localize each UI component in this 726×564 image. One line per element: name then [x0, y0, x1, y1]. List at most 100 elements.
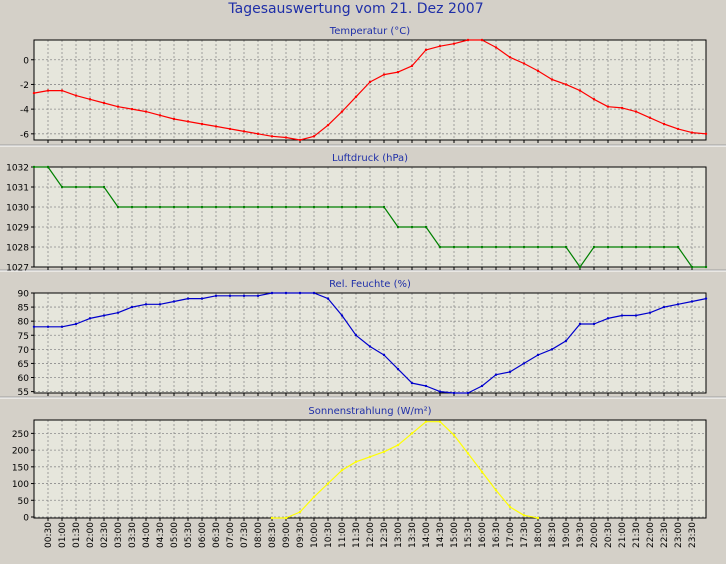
- data-point: [438, 390, 442, 393]
- data-point: [424, 420, 428, 423]
- data-point: [144, 205, 148, 209]
- x-tick-label: 10:00: [310, 522, 320, 548]
- x-tick-label: 03:00: [114, 522, 124, 548]
- data-point: [228, 127, 232, 131]
- x-tick-label: 17:30: [520, 522, 530, 548]
- x-tick-label: 13:00: [394, 522, 404, 548]
- data-point: [102, 314, 106, 317]
- data-point: [452, 245, 456, 249]
- data-point: [172, 117, 176, 121]
- data-point: [354, 460, 358, 464]
- data-point: [396, 443, 400, 447]
- data-point: [340, 205, 344, 209]
- x-tick-label: 13:30: [408, 522, 418, 548]
- data-point: [634, 245, 638, 249]
- data-point: [494, 46, 498, 49]
- x-tick-label: 18:30: [548, 522, 558, 548]
- data-point: [452, 433, 456, 437]
- y-tick-label: 0: [23, 56, 29, 66]
- data-point: [564, 83, 568, 86]
- x-tick-label: 02:00: [86, 522, 96, 548]
- data-point: [368, 80, 372, 84]
- data-point: [480, 38, 484, 42]
- data-point: [130, 107, 134, 111]
- x-tick-label: 20:00: [590, 522, 600, 548]
- data-point: [522, 514, 526, 517]
- panel-title: Temperatur (°C): [329, 26, 410, 37]
- data-point: [326, 123, 330, 127]
- data-point: [424, 225, 428, 229]
- data-point: [410, 432, 414, 435]
- data-point: [326, 205, 330, 209]
- data-point: [508, 245, 512, 249]
- x-tick-label: 07:00: [226, 522, 236, 548]
- x-tick-label: 09:30: [296, 522, 306, 548]
- x-tick-label: 04:30: [156, 522, 166, 548]
- data-point: [368, 455, 372, 458]
- panel-title: Rel. Feuchte (%): [329, 279, 411, 290]
- data-point: [312, 135, 316, 138]
- data-point: [438, 245, 442, 249]
- x-tick-label: 14:00: [422, 522, 432, 548]
- x-tick-label: 21:30: [632, 522, 642, 548]
- y-tick-label: 75: [18, 332, 29, 342]
- data-point: [214, 125, 218, 128]
- data-point: [200, 297, 204, 300]
- data-point: [494, 245, 498, 249]
- data-point: [620, 314, 624, 317]
- data-point: [368, 205, 372, 209]
- data-point: [200, 122, 204, 126]
- x-tick-label: 01:30: [72, 522, 82, 548]
- y-tick-label: 55: [18, 388, 29, 398]
- data-point: [704, 297, 708, 300]
- panel-title: Sonnenstrahlung (W/m²): [308, 406, 431, 417]
- y-tick-label: 100: [12, 480, 29, 490]
- data-point: [466, 452, 470, 455]
- data-point: [60, 89, 64, 92]
- data-point: [354, 334, 358, 337]
- data-point: [564, 339, 568, 343]
- x-tick-label: 21:00: [618, 522, 628, 548]
- data-point: [704, 265, 708, 269]
- data-point: [368, 345, 372, 348]
- x-tick-label: 11:00: [338, 522, 348, 548]
- data-point: [382, 205, 386, 209]
- x-tick-label: 01:00: [58, 522, 68, 548]
- data-point: [522, 245, 526, 249]
- y-tick-label: 200: [12, 447, 29, 457]
- data-point: [466, 38, 470, 42]
- data-point: [270, 516, 274, 520]
- y-tick-label: 1027: [6, 264, 29, 274]
- data-point: [424, 384, 428, 388]
- data-point: [116, 105, 120, 108]
- data-point: [242, 130, 246, 133]
- data-point: [480, 245, 484, 249]
- data-point: [382, 450, 386, 453]
- data-point: [494, 373, 498, 376]
- data-point: [578, 322, 582, 326]
- x-tick-label: 16:30: [492, 522, 502, 548]
- data-point: [592, 322, 596, 326]
- data-point: [522, 62, 526, 65]
- data-point: [144, 110, 148, 113]
- y-tick-label: 1029: [6, 224, 29, 234]
- data-point: [326, 482, 330, 485]
- data-point: [60, 325, 64, 329]
- x-tick-label: 23:30: [688, 522, 698, 548]
- data-point: [396, 70, 400, 74]
- data-point: [144, 303, 148, 306]
- data-point: [676, 303, 680, 306]
- x-tick-label: 03:30: [128, 522, 138, 548]
- data-point: [564, 245, 568, 249]
- x-tick-label: 09:00: [282, 522, 292, 548]
- data-point: [186, 120, 190, 123]
- data-point: [550, 245, 554, 249]
- data-point: [88, 317, 92, 320]
- data-point: [676, 127, 680, 131]
- x-tick-label: 18:00: [534, 522, 544, 548]
- y-tick-label: 1028: [6, 244, 29, 254]
- data-point: [690, 300, 694, 303]
- data-point: [466, 391, 470, 395]
- data-point: [382, 73, 386, 76]
